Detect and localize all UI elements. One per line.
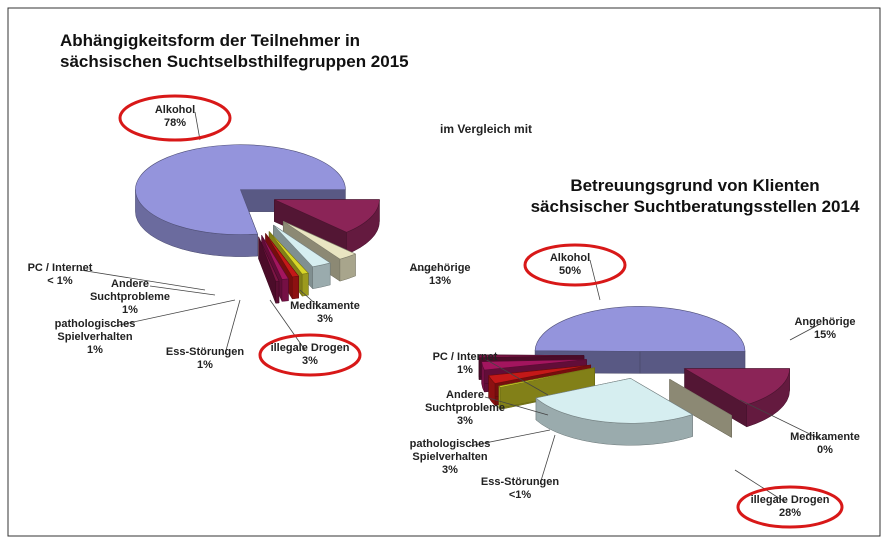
slice-side bbox=[292, 275, 299, 300]
slice bbox=[273, 224, 331, 268]
category-label: Angehörige bbox=[794, 316, 856, 328]
value-label: 1% bbox=[457, 364, 473, 376]
leader-line bbox=[739, 399, 821, 440]
data-label: PC / Internet < 1% bbox=[5, 262, 115, 288]
data-label: PC / Internet 1% bbox=[410, 351, 520, 377]
value-label: 28% bbox=[778, 507, 802, 519]
leader-line bbox=[149, 285, 216, 296]
leader-line bbox=[194, 111, 201, 141]
category-label: illegale Drogen bbox=[270, 342, 350, 354]
data-label: pathologisches Spielverhalten 1% bbox=[40, 318, 150, 357]
value-label: 1% bbox=[122, 304, 138, 316]
leader-line bbox=[299, 289, 321, 309]
slice bbox=[268, 231, 309, 275]
slice bbox=[683, 368, 790, 406]
data-label: Andere Suchtprobleme 1% bbox=[75, 278, 185, 317]
slice bbox=[535, 377, 694, 424]
highlight-circle bbox=[523, 243, 627, 287]
leader-line bbox=[484, 396, 549, 416]
highlight-circle bbox=[258, 333, 362, 377]
value-label: <1% bbox=[508, 489, 532, 501]
category-label: Andere Suchtprobleme bbox=[424, 389, 506, 414]
value-label: 3% bbox=[457, 415, 473, 427]
data-label: illegale Drogen 28% bbox=[735, 494, 845, 520]
data-label: Medikamente 3% bbox=[270, 300, 380, 326]
data-label: Angehörige 13% bbox=[385, 262, 495, 288]
data-label: Alkohol 78% bbox=[120, 104, 230, 130]
slice bbox=[274, 199, 380, 233]
highlight-circle bbox=[736, 485, 844, 529]
leader-line bbox=[789, 323, 821, 341]
slice bbox=[258, 236, 280, 282]
slice bbox=[488, 364, 591, 384]
data-label: Alkohol 50% bbox=[515, 252, 625, 278]
leader-line bbox=[734, 469, 786, 503]
value-label: 78% bbox=[163, 117, 187, 129]
leader-line bbox=[269, 299, 306, 351]
category-label: Alkohol bbox=[154, 104, 196, 116]
slice bbox=[135, 144, 346, 235]
chart-title: Betreuungsgrund von Klienten sächsischer… bbox=[530, 176, 860, 216]
category-label: Medikamente bbox=[790, 431, 860, 443]
leader-line bbox=[589, 259, 601, 301]
slice bbox=[498, 367, 595, 388]
value-label: 50% bbox=[558, 265, 582, 277]
category-label: PC / Internet bbox=[27, 262, 93, 274]
value-label: 0% bbox=[817, 444, 833, 456]
leader-line bbox=[539, 434, 556, 485]
value-label: 3% bbox=[302, 355, 318, 367]
slice bbox=[283, 221, 357, 260]
data-label: Angehörige 15% bbox=[770, 316, 880, 342]
slice bbox=[478, 354, 585, 358]
data-label: illegale Drogen 3% bbox=[255, 342, 365, 368]
value-label: 3% bbox=[442, 464, 458, 476]
category-label: Angehörige bbox=[409, 262, 471, 274]
value-label: 15% bbox=[813, 329, 837, 341]
leader-line bbox=[224, 299, 241, 355]
chart-title: Abhängigkeitsform der Teilnehmer in säch… bbox=[60, 31, 409, 71]
data-label: Andere Suchtprobleme 3% bbox=[410, 389, 520, 428]
leader-line bbox=[79, 269, 206, 291]
value-label: 3% bbox=[317, 313, 333, 325]
slice bbox=[261, 235, 289, 280]
slice bbox=[481, 359, 587, 371]
category-label: Medikamente bbox=[290, 300, 360, 312]
slice bbox=[534, 306, 746, 352]
category-label: PC / Internet bbox=[432, 351, 498, 363]
frame bbox=[7, 7, 881, 537]
data-label: pathologisches Spielverhalten 3% bbox=[395, 438, 505, 477]
data-label: Ess-Störungen <1% bbox=[465, 476, 575, 502]
leader-line bbox=[484, 358, 549, 396]
highlight-circle bbox=[118, 94, 232, 142]
category-label: pathologisches Spielverhalten bbox=[409, 438, 491, 463]
category-label: Ess-Störungen bbox=[165, 346, 245, 358]
data-label: Ess-Störungen 1% bbox=[150, 346, 260, 372]
data-label: Medikamente 0% bbox=[770, 431, 880, 457]
slice-side bbox=[312, 262, 331, 290]
leader-line bbox=[469, 429, 551, 447]
category-label: Ess-Störungen bbox=[480, 476, 560, 488]
slice bbox=[265, 233, 300, 278]
slice-side bbox=[281, 278, 289, 302]
category-label: pathologisches Spielverhalten bbox=[54, 318, 136, 343]
value-label: 1% bbox=[87, 344, 103, 356]
value-label: < 1% bbox=[47, 275, 73, 287]
category-label: illegale Drogen bbox=[750, 494, 830, 506]
leader-line bbox=[114, 299, 236, 327]
category-label: Alkohol bbox=[549, 252, 591, 264]
annotation: im Vergleich mit bbox=[440, 122, 533, 136]
category-label: Andere Suchtprobleme bbox=[89, 278, 171, 303]
value-label: 13% bbox=[428, 275, 452, 287]
value-label: 1% bbox=[197, 359, 213, 371]
